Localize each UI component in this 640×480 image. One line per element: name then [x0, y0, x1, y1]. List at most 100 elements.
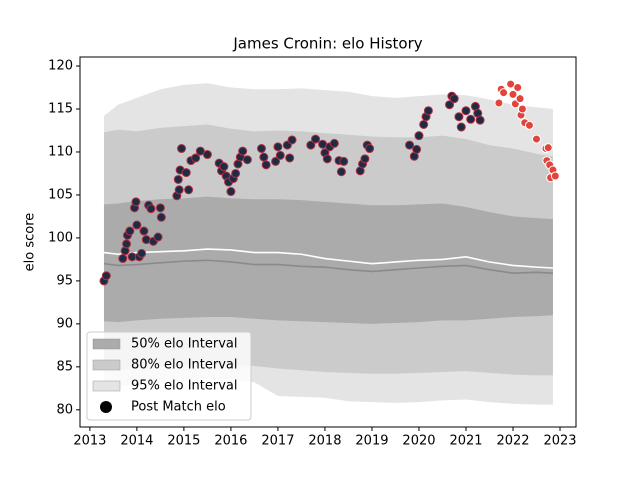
point — [155, 203, 165, 213]
point — [550, 171, 560, 181]
point — [118, 254, 128, 264]
point — [226, 187, 236, 197]
point — [131, 197, 141, 207]
point — [219, 162, 229, 172]
point — [466, 114, 476, 124]
y-tick-label: 105 — [48, 187, 73, 202]
point — [329, 138, 339, 148]
point — [273, 142, 283, 152]
point — [132, 220, 142, 230]
point — [287, 135, 297, 145]
trend-line — [103, 248, 554, 269]
point — [271, 156, 281, 166]
point — [202, 150, 212, 160]
point — [174, 185, 184, 195]
x-tick-label: 2015 — [167, 434, 200, 449]
point — [191, 153, 201, 163]
legend-label: 80% elo Interval — [131, 358, 238, 373]
point — [238, 146, 248, 156]
legend-box — [86, 331, 252, 421]
point — [101, 271, 111, 281]
x-tick-label: 2021 — [449, 434, 482, 449]
point — [336, 167, 346, 177]
point — [360, 154, 370, 164]
legend-label: 95% elo Interval — [131, 379, 238, 394]
legend-swatch — [92, 380, 121, 392]
point — [261, 160, 271, 170]
x-tick-label: 2016 — [214, 434, 247, 449]
point — [177, 144, 187, 154]
plot-frame — [79, 56, 577, 428]
point — [513, 83, 523, 93]
point — [454, 112, 464, 122]
point — [543, 143, 553, 153]
legend-swatch — [92, 359, 121, 371]
point — [181, 168, 191, 178]
point — [146, 204, 156, 214]
x-tick-label: 2022 — [496, 434, 529, 449]
point — [195, 146, 205, 156]
point — [412, 144, 422, 154]
x-tick-label: 2018 — [308, 434, 341, 449]
x-tick-label: 2019 — [355, 434, 388, 449]
point — [153, 232, 163, 242]
y-tick-label: 115 — [48, 101, 73, 116]
legend-marker — [100, 401, 112, 413]
y-tick-label: 80 — [56, 402, 73, 417]
x-tick-label: 2023 — [543, 434, 576, 449]
point — [137, 248, 147, 258]
point — [414, 131, 424, 141]
point — [532, 134, 542, 144]
point — [461, 106, 471, 116]
point — [405, 140, 415, 150]
y-tick-label: 95 — [56, 273, 73, 288]
y-tick-label: 110 — [48, 144, 73, 159]
x-tick-label: 2020 — [402, 434, 435, 449]
point — [339, 156, 349, 166]
point — [122, 239, 132, 249]
point — [499, 88, 509, 98]
y-tick-label: 90 — [56, 316, 73, 331]
point — [322, 154, 332, 164]
point — [259, 152, 269, 162]
point — [242, 155, 252, 165]
trend-line — [103, 259, 554, 274]
point — [311, 134, 321, 144]
point — [285, 153, 295, 163]
y-axis-label: elo score — [23, 213, 38, 272]
point — [365, 144, 375, 154]
point — [524, 120, 534, 130]
point — [449, 94, 459, 104]
point — [445, 100, 455, 110]
point — [184, 185, 194, 195]
y-tick-label: 120 — [48, 59, 73, 74]
point — [256, 144, 266, 154]
point — [231, 168, 241, 178]
point — [423, 106, 433, 116]
point — [275, 150, 285, 160]
legend-label: 50% elo Interval — [131, 337, 238, 352]
point — [475, 115, 485, 125]
y-tick-label: 85 — [56, 359, 73, 374]
interval-band — [103, 196, 553, 324]
point — [306, 140, 316, 150]
point — [515, 94, 525, 104]
point — [494, 98, 504, 108]
point — [173, 174, 183, 184]
point — [456, 122, 466, 132]
point — [419, 119, 429, 129]
point — [156, 212, 166, 222]
x-tick-label: 2014 — [120, 434, 153, 449]
chart-title: James Cronin: elo History — [232, 35, 422, 53]
y-tick-label: 100 — [48, 230, 73, 245]
point — [139, 226, 149, 236]
point — [506, 79, 516, 89]
point — [125, 226, 135, 236]
x-tick-label: 2013 — [73, 434, 106, 449]
x-tick-label: 2017 — [261, 434, 294, 449]
point — [508, 89, 518, 99]
legend-swatch — [92, 338, 121, 350]
point — [517, 104, 527, 114]
legend-label: Post Match elo — [131, 400, 226, 415]
